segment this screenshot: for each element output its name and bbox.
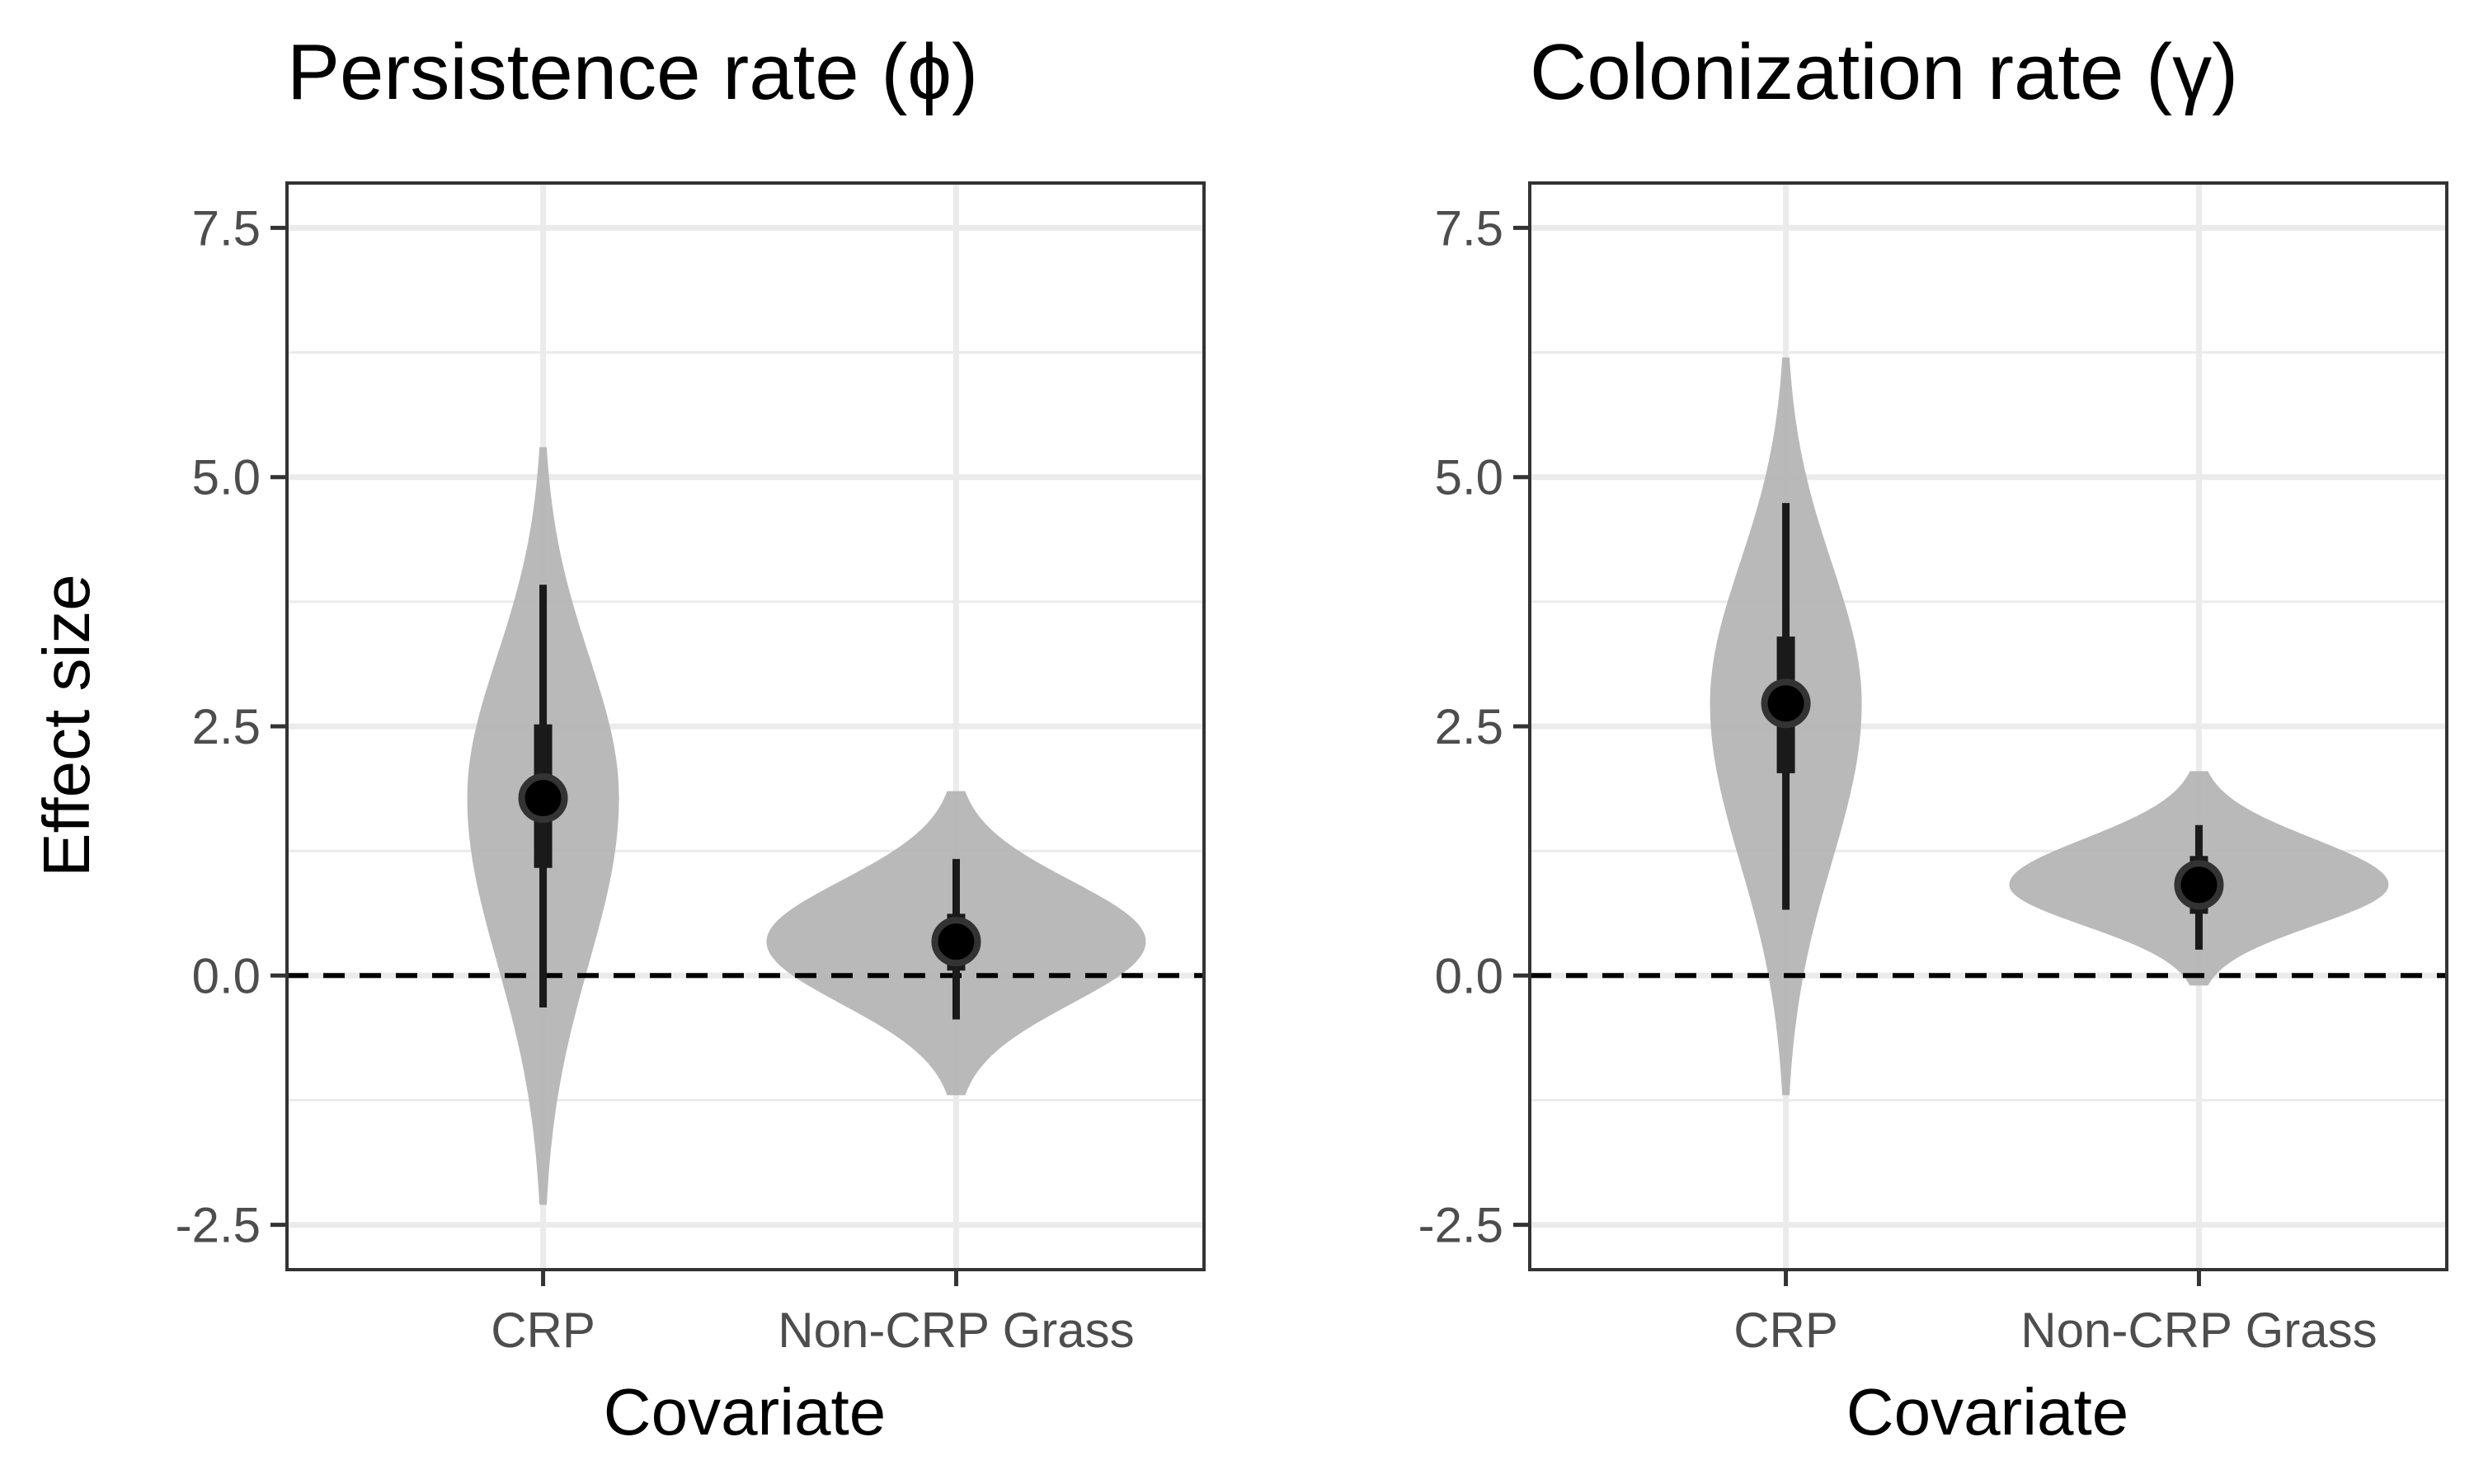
plot-area-persistence: -2.5 0.0 2.5 5.0 7.5 CRP Non-CRP Grass: [176, 181, 1206, 1358]
y-tick-label: -2.5: [176, 1198, 261, 1253]
y-tick-label: 5.0: [1435, 450, 1503, 505]
median-point: [1761, 679, 1811, 729]
x-axis-title-colonization: Covariate: [1846, 1375, 2128, 1449]
y-tick-label: 2.5: [192, 699, 261, 754]
median-point: [518, 773, 568, 824]
median-point: [931, 917, 981, 967]
panel-colonization: Colonization rate (γ) -2.5 0.0 2.5 5.0 7.5 CR…: [1418, 28, 2448, 1449]
y-tick-label: -2.5: [1418, 1198, 1503, 1253]
median-point: [2174, 860, 2224, 910]
y-tick-label: 7.5: [192, 200, 261, 256]
x-axis-title-persistence: Covariate: [604, 1375, 886, 1449]
y-tick-label: 0.0: [1435, 948, 1503, 1003]
y-axis-title: Effect size: [30, 574, 103, 877]
panel-border: [1528, 181, 2448, 1271]
panel-persistence: Persistence rate (ϕ) -2.5 0.0 2.5 5.0 7.5 CRP…: [176, 28, 1206, 1449]
x-tick-label: CRP: [491, 1303, 595, 1358]
x-tick-label: Non-CRP Grass: [778, 1303, 1134, 1358]
panel-title-colonization: Colonization rate (γ): [1530, 28, 2238, 116]
x-tick-label: Non-CRP Grass: [2020, 1303, 2377, 1358]
panel-border: [285, 181, 1206, 1271]
y-tick-label: 7.5: [1435, 200, 1503, 256]
y-tick-label: 2.5: [1435, 699, 1503, 754]
plot-area-colonization: -2.5 0.0 2.5 5.0 7.5 CRP Non-CRP Grass: [1418, 181, 2448, 1358]
y-tick-label: 0.0: [192, 948, 261, 1003]
panel-title-persistence: Persistence rate (ϕ): [287, 28, 978, 116]
x-tick-label: CRP: [1733, 1303, 1838, 1358]
y-tick-label: 5.0: [192, 450, 261, 505]
